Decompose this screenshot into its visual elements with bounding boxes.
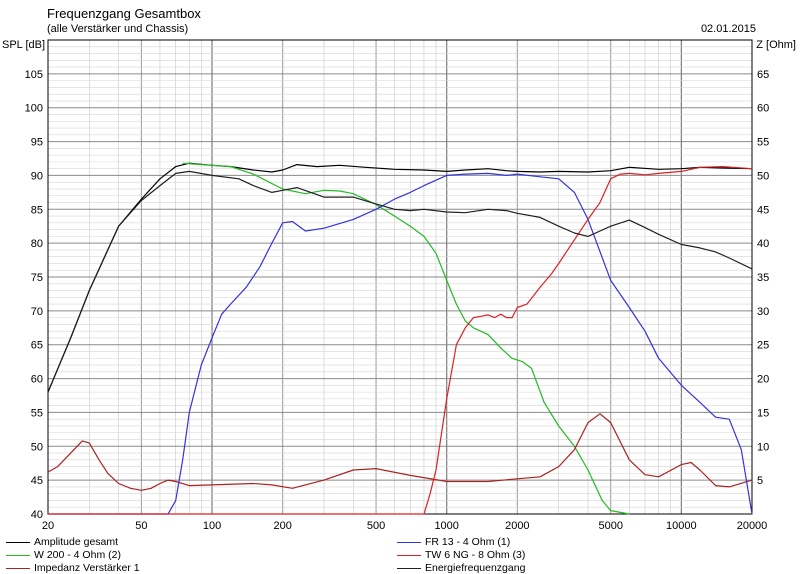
y-tick-label-left: 40 bbox=[31, 509, 43, 521]
y-tick-label-right: 35 bbox=[757, 272, 769, 284]
legend-label: FR 13 - 4 Ohm (1) bbox=[425, 536, 511, 548]
y-tick-label-left: 50 bbox=[31, 441, 43, 453]
y-tick-label-left: 105 bbox=[25, 69, 43, 81]
x-tick-label: 5000 bbox=[598, 520, 622, 532]
series-line-1 bbox=[182, 162, 630, 515]
y-tick-label-left: 85 bbox=[31, 204, 43, 216]
y-tick-label-right: 55 bbox=[757, 137, 769, 149]
legend-swatch bbox=[6, 541, 30, 543]
chart-date: 02.01.2015 bbox=[700, 23, 756, 35]
x-tick-label: 500 bbox=[367, 520, 385, 532]
y-tick-label-left: 55 bbox=[31, 407, 43, 419]
series-line-4 bbox=[48, 166, 753, 515]
chart-subtitle: (alle Verstärker und Chassis) bbox=[47, 23, 189, 35]
series-line-2 bbox=[47, 413, 753, 491]
y-tick-label-right: 65 bbox=[757, 69, 769, 81]
legend-label: Energiefrequenzgang bbox=[425, 562, 526, 574]
y-tick-label-right: 5 bbox=[757, 475, 763, 487]
y-tick-label-right: 20 bbox=[757, 374, 769, 386]
x-tick-label: 20 bbox=[42, 520, 54, 532]
series-line-5 bbox=[47, 170, 753, 393]
y-tick-label-left: 45 bbox=[31, 475, 43, 487]
y-tick-label-right: 50 bbox=[757, 170, 769, 182]
legend-label: W 200 - 4 Ohm (2) bbox=[34, 549, 121, 561]
x-tick-label: 100 bbox=[203, 520, 221, 532]
y-tick-label-left: 90 bbox=[31, 170, 43, 182]
legend-item-5: Energiefrequenzgang bbox=[397, 562, 525, 574]
y-tick-label-left: 70 bbox=[31, 306, 43, 318]
legend-label: Amplitude gesamt bbox=[34, 536, 119, 548]
y-tick-label-left: 65 bbox=[31, 340, 43, 352]
legend-swatch bbox=[397, 567, 421, 569]
legend-label: Impedanz Verstärker 1 bbox=[34, 562, 140, 574]
series-line-3 bbox=[48, 172, 753, 515]
y-tick-label-left: 100 bbox=[25, 103, 43, 115]
y-tick-label-left: 60 bbox=[31, 374, 43, 386]
legend-swatch bbox=[6, 554, 30, 556]
chart-title: Frequenzgang Gesamtbox bbox=[47, 6, 201, 21]
legend-item-2: W 200 - 4 Ohm (2) bbox=[6, 549, 121, 561]
y-tick-label-right: 15 bbox=[757, 407, 769, 419]
y-tick-label-right: 45 bbox=[757, 204, 769, 216]
y-tick-label-right: 25 bbox=[757, 340, 769, 352]
x-tick-label: 200 bbox=[273, 520, 291, 532]
y-tick-label-right: 60 bbox=[757, 103, 769, 115]
legend-swatch bbox=[6, 567, 30, 569]
x-tick-label: 20000 bbox=[737, 520, 768, 532]
y-tick-label-left: 75 bbox=[31, 272, 43, 284]
legend-item-3: TW 6 NG - 8 Ohm (3) bbox=[397, 549, 525, 561]
legend-item-0: Amplitude gesamt bbox=[6, 536, 118, 548]
y-axis-label-right: Z [Ohm] bbox=[756, 39, 796, 51]
legend-swatch bbox=[397, 554, 421, 556]
y-tick-label-right: 40 bbox=[757, 238, 769, 250]
legend-label: TW 6 NG - 8 Ohm (3) bbox=[425, 549, 526, 561]
legend-swatch bbox=[397, 541, 421, 543]
x-tick-label: 10000 bbox=[666, 520, 697, 532]
y-tick-label-right: 30 bbox=[757, 306, 769, 318]
x-tick-label: 1000 bbox=[434, 520, 458, 532]
legend-item-4: Impedanz Verstärker 1 bbox=[6, 562, 140, 574]
y-tick-label-left: 80 bbox=[31, 238, 43, 250]
series-line-0 bbox=[47, 162, 753, 393]
x-tick-label: 50 bbox=[135, 520, 147, 532]
y-tick-label-left: 95 bbox=[31, 137, 43, 149]
y-tick-label-right: 10 bbox=[757, 441, 769, 453]
y-axis-label-left: SPL [dB] bbox=[2, 39, 46, 51]
legend-item-1: FR 13 - 4 Ohm (1) bbox=[397, 536, 510, 548]
x-tick-label: 2000 bbox=[505, 520, 529, 532]
